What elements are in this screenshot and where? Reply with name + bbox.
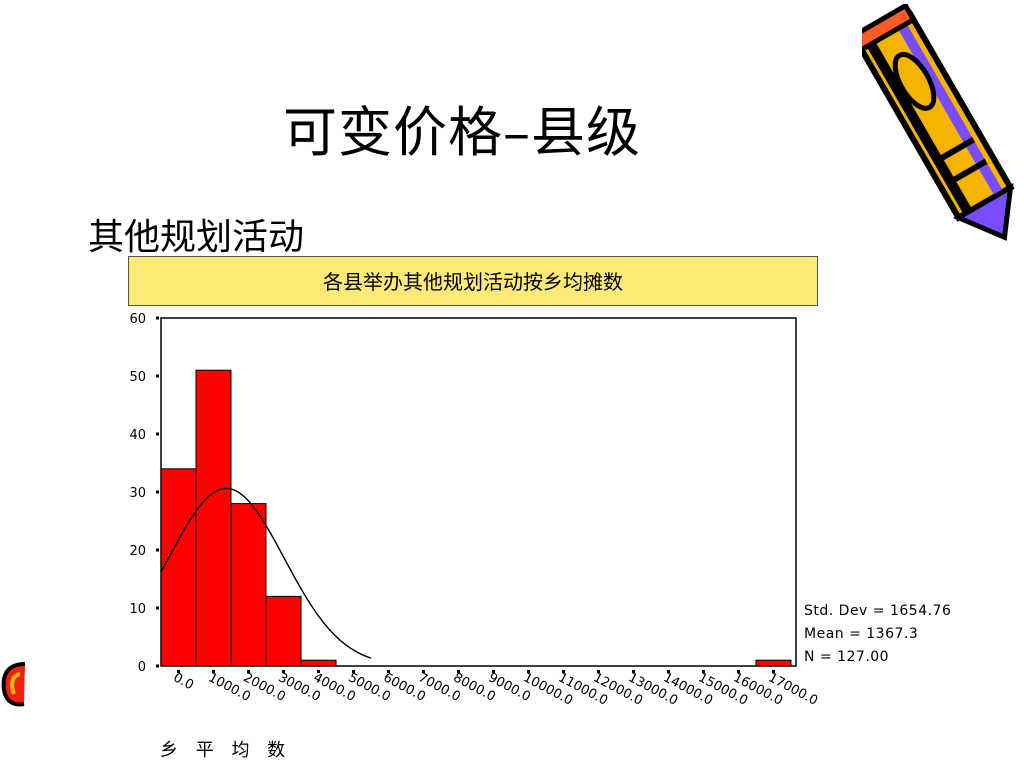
x-tick-mark [177,670,180,673]
histogram-bar [300,659,337,667]
x-tick-mark [317,670,320,673]
y-tick-mark [156,548,159,552]
histogram-bar [265,595,302,667]
slide-title: 可变价格–县级 [283,101,641,164]
histogram-bar [160,468,197,667]
y-tick-label: 30 [129,486,146,501]
pencil-icon [862,4,1015,241]
x-tick-mark [247,670,250,673]
stats-legend: Std. Dev = 1654.76 Mean = 1367.3 N = 127… [804,600,951,669]
y-tick-mark [156,316,159,320]
x-tick-mark [457,670,460,673]
normal-curve [160,487,372,659]
stats-std-dev: Std. Dev = 1654.76 [804,603,952,619]
x-tick-mark [772,670,775,673]
y-tick-mark [156,490,159,494]
chart-title: 各县举办其他规划活动按乡均摊数 [128,256,818,306]
y-tick-label: 40 [129,428,146,443]
x-axis-label: 乡 平 均 数 [160,740,292,761]
x-tick-mark [212,670,215,673]
y-tick-mark [156,664,159,668]
x-tick-mark [667,670,670,673]
y-tick-label: 0 [138,660,146,675]
x-tick-mark [492,670,495,673]
x-tick-mark [352,670,355,673]
x-tick-mark [527,670,530,673]
y-tick-mark [156,606,159,610]
x-tick-mark [422,670,425,673]
y-tick-mark [156,432,159,436]
y-tick-label: 20 [129,544,146,559]
y-tick-label: 10 [129,602,146,617]
histogram-bar [195,369,232,667]
y-tick-label: 50 [129,370,146,385]
x-tick-mark [387,670,390,673]
x-tick-mark [282,670,285,673]
stats-mean: Mean = 1367.3 [804,626,919,642]
histogram-bar [230,503,267,667]
stats-n: N = 127.00 [804,649,890,665]
x-tick-label: 0.0 [171,670,196,693]
x-tick-mark [737,670,740,673]
x-tick-mark [632,670,635,673]
y-tick-mark [156,374,159,378]
x-tick-mark [597,670,600,673]
x-tick-mark [702,670,705,673]
clipart-fragment-icon [1,662,26,707]
slide-subtitle: 其他规划活动 [88,217,305,258]
histogram-bar [755,659,792,667]
x-tick-mark [562,670,565,673]
y-tick-label: 60 [129,312,146,327]
